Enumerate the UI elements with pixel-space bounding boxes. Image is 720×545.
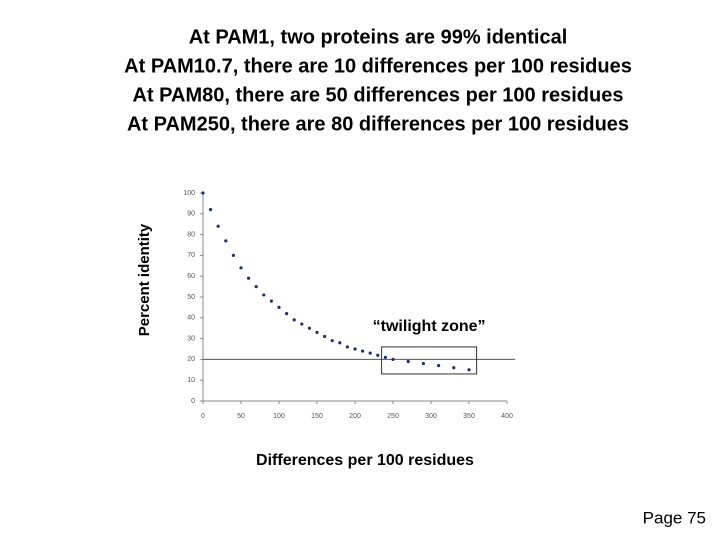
x-axis-label: Differences per 100 residues (256, 452, 474, 469)
page-number: Page 75 (643, 508, 706, 527)
data-point (452, 366, 456, 370)
y-axis-label: Percent identity (136, 223, 153, 336)
y-tick-label: 90 (187, 211, 195, 218)
data-point (406, 359, 410, 364)
data-point (338, 341, 342, 345)
data-point (300, 322, 304, 326)
title-line: At PAM10.7, there are 10 differences per… (124, 55, 632, 77)
y-tick-label: 60 (187, 273, 195, 280)
x-tick-label: 50 (237, 413, 245, 420)
data-point (201, 191, 205, 195)
data-point (330, 339, 334, 343)
data-point (239, 266, 243, 270)
x-tick-label: 100 (273, 413, 285, 420)
data-point (391, 357, 395, 361)
data-point (216, 224, 220, 228)
x-tick-label: 350 (463, 413, 475, 420)
data-point (437, 364, 441, 368)
y-tick-label: 40 (187, 315, 195, 322)
data-point (383, 355, 387, 359)
data-point (467, 368, 471, 372)
data-point (368, 351, 372, 355)
y-tick-label: 70 (187, 252, 195, 259)
x-tick-label: 300 (425, 413, 437, 420)
data-point (345, 345, 349, 349)
data-point (269, 299, 273, 303)
data-point (353, 347, 357, 351)
y-tick-label: 50 (187, 294, 195, 301)
title-line: At PAM1, two proteins are 99% identical (189, 26, 568, 48)
data-point (247, 276, 251, 280)
data-point (254, 285, 258, 289)
twilight-zone-box (381, 346, 478, 375)
twilight-zone-label: “twilight zone” (373, 318, 486, 335)
x-tick-label: 250 (387, 413, 399, 420)
y-tick-label: 20 (187, 356, 195, 363)
x-tick-label: 400 (501, 413, 513, 420)
y-tick-label: 100 (183, 190, 195, 197)
data-point (421, 361, 425, 366)
y-tick-label: 0 (191, 398, 195, 405)
data-point (315, 330, 319, 334)
title-line: At PAM80, there are 50 differences per 1… (133, 84, 624, 106)
data-point (285, 312, 289, 316)
x-tick-label: 200 (349, 413, 361, 420)
title-line: At PAM250, there are 80 differences per … (127, 113, 629, 135)
data-point (361, 349, 365, 353)
data-point (262, 293, 266, 297)
y-tick-label: 30 (187, 335, 195, 342)
data-point (292, 318, 296, 322)
x-tick-label: 150 (311, 413, 323, 420)
y-tick-label: 80 (187, 231, 195, 238)
data-point (209, 208, 213, 212)
data-point (307, 326, 311, 330)
data-point (323, 334, 327, 339)
data-point (231, 253, 235, 257)
data-point (277, 305, 281, 309)
y-tick-label: 10 (187, 377, 195, 384)
data-point (376, 353, 380, 357)
data-point (224, 239, 228, 243)
x-tick-label: 0 (201, 413, 205, 420)
